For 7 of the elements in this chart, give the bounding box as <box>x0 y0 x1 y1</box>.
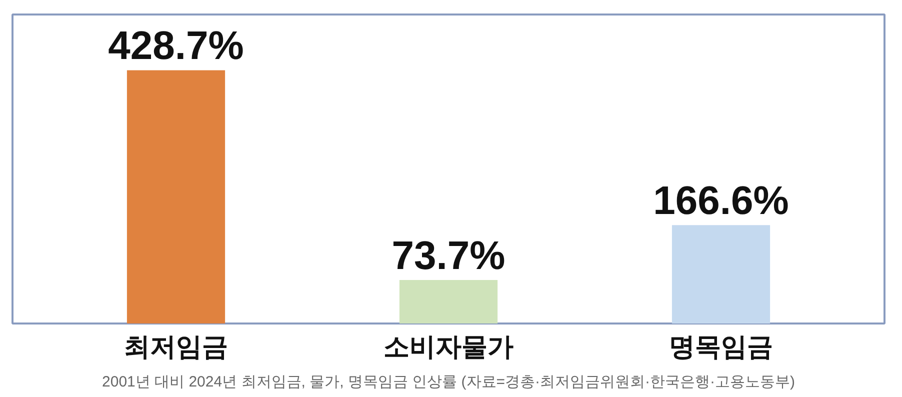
data-label: 166.6% <box>653 179 789 224</box>
x-tick-label: 최저임금 <box>124 332 228 362</box>
x-tick-label: 명목임금 <box>669 332 773 362</box>
x-tick-label: 소비자물가 <box>384 332 514 362</box>
text: 2001년 대비 2024년 최저임금, 물가, 명목임금 인상률 (자료=경총·최저임금위원회·한국은행·고용노동부) <box>102 374 795 390</box>
data-label: 428.7% <box>108 24 244 68</box>
data-label: 73.7% <box>392 234 506 278</box>
